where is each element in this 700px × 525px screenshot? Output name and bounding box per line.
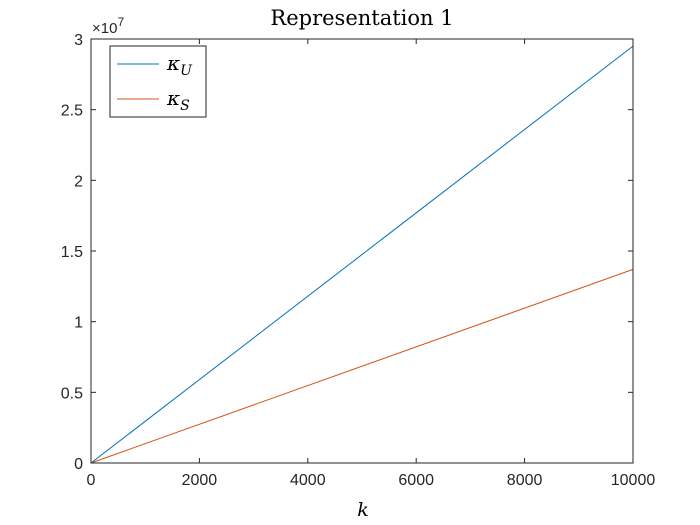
legend-label-2: κS	[166, 86, 190, 114]
y-tick-label: 3	[74, 32, 83, 49]
x-tick-label: 8000	[507, 472, 543, 489]
series-line-2	[90, 268, 634, 464]
tick-layer: 0 2000 4000 6000 8000 10000 0 0.5 1 1.5 2 2.5 3	[61, 32, 656, 489]
y-tick-label: 2	[74, 173, 83, 190]
y-tick-label: 2.5	[61, 103, 83, 120]
x-tick-label: 0	[87, 472, 96, 489]
x-tick-label: 2000	[182, 472, 218, 489]
series-layer	[90, 45, 634, 464]
legend-box	[109, 45, 207, 118]
y-tick-label: 0.5	[61, 385, 83, 402]
x-axis-label: k	[357, 499, 369, 521]
x-tick-label: 4000	[290, 472, 326, 489]
legend-label-1: κU	[166, 51, 193, 79]
y-tick-label: 1.5	[61, 244, 83, 261]
axes-box	[90, 38, 634, 464]
series-line-1	[90, 45, 634, 464]
legend: κU κS	[109, 45, 207, 118]
chart-title: Representation 1	[270, 6, 453, 30]
y-tick-label: 0	[74, 456, 83, 473]
x-tick-label: 10000	[611, 472, 656, 489]
y-tick-label: 1	[74, 315, 83, 332]
x-tick-label: 6000	[398, 472, 434, 489]
y-exponent-label: ×107	[92, 15, 124, 37]
